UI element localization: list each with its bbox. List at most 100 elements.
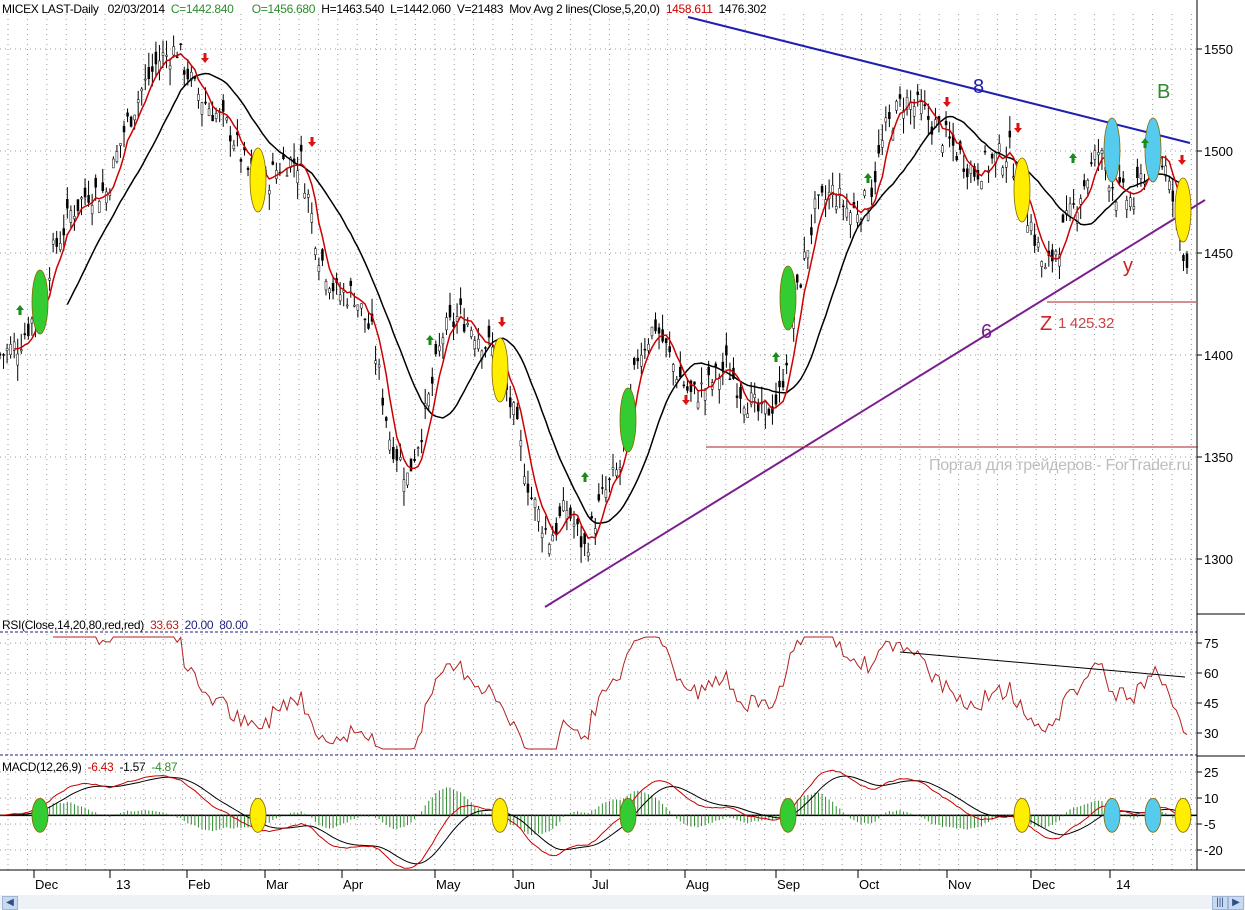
candle-body [9, 344, 12, 355]
candle-body [5, 348, 9, 351]
macd-label: MACD(12,26,9) [2, 760, 82, 774]
candle-body [1033, 234, 1036, 246]
candle-body [1001, 167, 1004, 176]
candle-body [140, 88, 143, 92]
candle-body [650, 326, 654, 337]
price-tick-label: 1300 [1204, 552, 1233, 567]
candle-body [360, 303, 363, 309]
candle-body [749, 392, 753, 405]
candle-body [820, 185, 824, 193]
scroll-thumb[interactable]: ||| [1212, 896, 1228, 910]
candle-body [388, 439, 392, 451]
candle-body [597, 494, 601, 501]
candle-body [902, 110, 905, 119]
candle-body [232, 144, 236, 150]
candle-body [781, 380, 785, 388]
candle-body [725, 345, 728, 356]
candle-body [888, 112, 891, 120]
candle-body [997, 143, 1001, 153]
candle-body [533, 499, 537, 508]
buy-arrow-icon [772, 352, 780, 362]
volume-value: V=21483 [456, 2, 504, 16]
candle-body [331, 282, 335, 292]
candle-body [576, 519, 579, 525]
candle-body [197, 94, 200, 101]
wave-b-label: B [1157, 81, 1171, 103]
candle-body [579, 536, 583, 548]
candle-body [1136, 166, 1139, 179]
candle-body [1160, 165, 1164, 168]
candle-body [1182, 255, 1185, 261]
candle-body [2, 354, 5, 356]
macd-signal-ellipse [249, 797, 267, 833]
candle-body [356, 304, 360, 311]
candle-body [190, 71, 193, 81]
candle-body [324, 281, 328, 291]
wave-6-label: 6 [981, 321, 992, 343]
candle-body [838, 188, 842, 196]
candle-body [310, 213, 314, 223]
candle-body [448, 304, 452, 318]
candle-body [314, 248, 317, 256]
candle-body [640, 354, 643, 367]
rsi-divergence-line [899, 651, 1186, 678]
candle-body [615, 469, 618, 477]
ma20-line [66, 72, 1188, 525]
candle-body [817, 194, 820, 196]
candle-body [338, 294, 342, 302]
candle-body [466, 322, 469, 325]
ma-label: Mov Avg 2 lines(Close,5,20,0) [509, 2, 660, 16]
x-tick-label: Sep [777, 877, 800, 892]
candle-body [23, 333, 27, 336]
candle-body [80, 197, 83, 200]
candle-body [268, 190, 271, 195]
candle-body [647, 343, 650, 351]
candle-body [516, 406, 519, 420]
scroll-right-button[interactable]: ▶ [1228, 896, 1244, 910]
scroll-left-button[interactable]: ◀ [2, 896, 18, 910]
candle-body [1171, 190, 1175, 202]
candle-body [1012, 176, 1015, 179]
candle-body [764, 401, 767, 414]
candle-body [161, 52, 165, 56]
candle-body [427, 393, 430, 407]
candle-body [66, 199, 69, 209]
sell-arrow-icon [201, 53, 209, 63]
candle-body [462, 324, 466, 332]
rsi-line [53, 636, 1188, 750]
candle-body [1005, 161, 1008, 168]
candle-body [349, 280, 353, 287]
candle-body [381, 397, 384, 406]
horizontal-scrollbar[interactable]: ◀ ||| ▶ [0, 895, 1245, 910]
candle-body [1051, 249, 1054, 262]
candle-body [810, 227, 813, 236]
candle-body [654, 319, 657, 332]
candle-body [487, 325, 491, 338]
buy-arrow-icon [581, 472, 589, 482]
candle-body [1072, 203, 1075, 205]
candle-body [214, 112, 218, 119]
candle-body [923, 104, 927, 106]
candle-body [229, 135, 232, 142]
candle-body [803, 251, 806, 259]
candle-body [512, 402, 516, 415]
high-value: H=1463.540 [321, 2, 384, 16]
candle-body [225, 117, 229, 121]
candle-body [377, 364, 381, 368]
buy-arrow-icon [1141, 138, 1149, 148]
candle-body [55, 238, 58, 247]
candle-body [20, 349, 23, 352]
candle-body [671, 364, 675, 372]
candle-body [0, 353, 2, 356]
candle-body [1061, 214, 1065, 223]
candle-body [221, 100, 225, 112]
candle-body [739, 386, 742, 399]
price-tick-label: 1450 [1204, 246, 1233, 261]
sell-arrow-icon [1014, 123, 1022, 133]
signal-ellipse [779, 265, 797, 331]
macd-tick-label: -5 [1204, 817, 1216, 832]
candle-body [51, 239, 55, 245]
candle-body [119, 143, 122, 146]
rsi-header: RSI(Close,14,20,80,red,red) 33.63 20.00 … [2, 618, 248, 632]
